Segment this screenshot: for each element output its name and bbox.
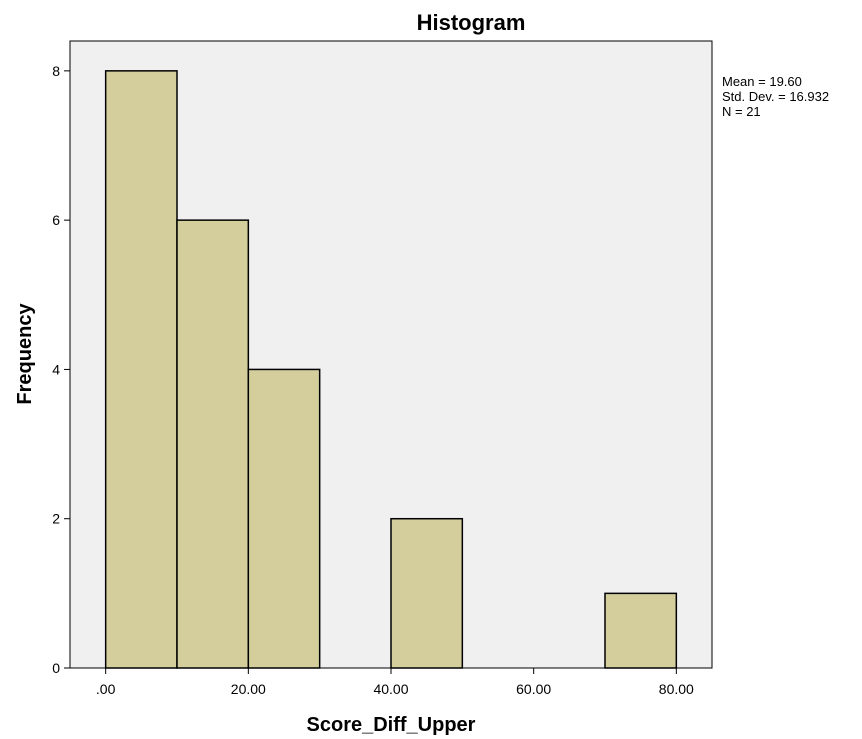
histogram-bar [247,368,321,669]
y-tick-label: 6 [52,212,60,228]
y-tick-label: 4 [52,361,60,377]
x-axis-label: Score_Diff_Upper [307,714,476,736]
y-tick-label: 0 [52,660,60,676]
histogram-bar [176,219,250,669]
stat-n: N = 21 [722,104,761,119]
y-axis: 0 2 4 6 8 [52,63,70,676]
histogram-bar [104,70,178,669]
y-tick-label: 2 [52,511,60,527]
x-tick-label: 20.00 [231,681,266,697]
stat-mean: Mean = 19.60 [722,74,802,89]
chart-title: Histogram [417,10,526,35]
y-tick-label: 8 [52,63,60,79]
statistics-box: Mean = 19.60 Std. Dev. = 16.932 N = 21 [722,74,829,119]
stat-std-dev: Std. Dev. = 16.932 [722,89,830,104]
x-axis: .00 20.00 40.00 60.00 80.00 [96,668,694,697]
y-axis-label: Frequency [14,303,36,405]
x-tick-label: 40.00 [373,681,408,697]
x-tick-label: 60.00 [516,681,551,697]
histogram-bar [390,517,464,669]
histogram-bar [604,592,678,669]
bars-group [104,70,678,669]
x-tick-label: .00 [96,681,116,697]
x-tick-label: 80.00 [659,681,694,697]
